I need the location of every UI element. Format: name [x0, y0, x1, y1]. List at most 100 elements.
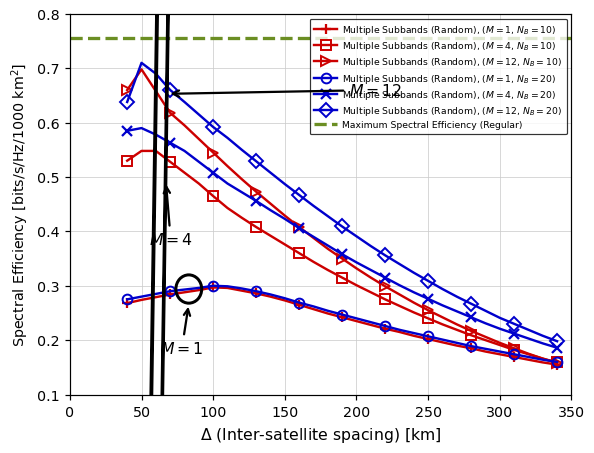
- Multiple Subbands (Random), ($M = 4$, $N_B = 10$): [396, 304, 403, 309]
- Multiple Subbands (Random), ($M = 12$, $N_B = 20$): [181, 100, 188, 105]
- Multiple Subbands (Random), ($M = 4$, $N_B = 20$): [554, 345, 561, 351]
- Multiple Subbands (Random), ($M = 1$, $N_B = 10$): [482, 349, 489, 354]
- Multiple Subbands (Random), ($M = 4$, $N_B = 10$): [425, 316, 432, 321]
- Text: $M = 1$: $M = 1$: [160, 309, 204, 357]
- Multiple Subbands (Random), ($M = 12$, $N_B = 20$): [166, 88, 173, 93]
- Maximum Spectral Efficiency (Regular): [68, 36, 75, 42]
- Multiple Subbands (Random), ($M = 4$, $N_B = 20$): [410, 290, 418, 295]
- Multiple Subbands (Random), ($M = 1$, $N_B = 20$): [339, 312, 346, 318]
- Multiple Subbands (Random), ($M = 1$, $N_B = 20$): [539, 357, 546, 362]
- Multiple Subbands (Random), ($M = 4$, $N_B = 20$): [396, 283, 403, 288]
- Multiple Subbands (Random), ($M = 1$, $N_B = 10$): [554, 362, 561, 367]
- Maximum Spectral Efficiency (Regular): [67, 36, 74, 42]
- Multiple Subbands (Random), ($M = 12$, $N_B = 10$): [195, 137, 203, 142]
- Multiple Subbands (Random), ($M = 4$, $N_B = 10$): [539, 356, 546, 361]
- Multiple Subbands (Random), ($M = 12$, $N_B = 10$): [410, 300, 418, 305]
- Multiple Subbands (Random), ($M = 1$, $N_B = 20$): [238, 286, 245, 291]
- Multiple Subbands (Random), ($M = 1$, $N_B = 20$): [367, 320, 374, 325]
- Multiple Subbands (Random), ($M = 4$, $N_B = 10$): [210, 194, 217, 199]
- Multiple Subbands (Random), ($M = 1$, $N_B = 10$): [152, 294, 159, 300]
- Multiple Subbands (Random), ($M = 1$, $N_B = 20$): [511, 352, 518, 357]
- Multiple Subbands (Random), ($M = 1$, $N_B = 20$): [252, 289, 260, 294]
- Multiple Subbands (Random), ($M = 4$, $N_B = 20$): [425, 296, 432, 302]
- Multiple Subbands (Random), ($M = 4$, $N_B = 20$): [353, 260, 360, 265]
- Multiple Subbands (Random), ($M = 4$, $N_B = 10$): [554, 360, 561, 365]
- Multiple Subbands (Random), ($M = 1$, $N_B = 20$): [425, 334, 432, 339]
- Multiple Subbands (Random), ($M = 1$, $N_B = 20$): [138, 294, 145, 299]
- Multiple Subbands (Random), ($M = 4$, $N_B = 20$): [181, 149, 188, 154]
- Multiple Subbands (Random), ($M = 1$, $N_B = 10$): [296, 302, 303, 308]
- Multiple Subbands (Random), ($M = 4$, $N_B = 10$): [339, 275, 346, 280]
- Multiple Subbands (Random), ($M = 4$, $N_B = 20$): [166, 140, 173, 146]
- Multiple Subbands (Random), ($M = 1$, $N_B = 20$): [210, 283, 217, 289]
- Multiple Subbands (Random), ($M = 1$, $N_B = 20$): [195, 285, 203, 291]
- Multiple Subbands (Random), ($M = 1$, $N_B = 20$): [453, 340, 460, 346]
- Multiple Subbands (Random), ($M = 12$, $N_B = 20$): [310, 203, 317, 209]
- Multiple Subbands (Random), ($M = 12$, $N_B = 20$): [224, 135, 231, 141]
- Multiple Subbands (Random), ($M = 1$, $N_B = 10$): [425, 337, 432, 342]
- Multiple Subbands (Random), ($M = 12$, $N_B = 10$): [324, 246, 331, 252]
- Multiple Subbands (Random), ($M = 1$, $N_B = 20$): [267, 292, 274, 297]
- Multiple Subbands (Random), ($M = 1$, $N_B = 10$): [439, 340, 446, 345]
- Multiple Subbands (Random), ($M = 12$, $N_B = 20$): [367, 244, 374, 249]
- Multiple Subbands (Random), ($M = 4$, $N_B = 20$): [281, 217, 288, 222]
- Multiple Subbands (Random), ($M = 1$, $N_B = 10$): [310, 307, 317, 312]
- Multiple Subbands (Random), ($M = 1$, $N_B = 10$): [453, 343, 460, 348]
- Multiple Subbands (Random), ($M = 12$, $N_B = 20$): [138, 61, 145, 66]
- Multiple Subbands (Random), ($M = 4$, $N_B = 10$): [224, 206, 231, 211]
- Multiple Subbands (Random), ($M = 4$, $N_B = 20$): [496, 326, 503, 332]
- Multiple Subbands (Random), ($M = 4$, $N_B = 10$): [124, 159, 131, 164]
- Multiple Subbands (Random), ($M = 4$, $N_B = 10$): [324, 268, 331, 273]
- Multiple Subbands (Random), ($M = 12$, $N_B = 20$): [482, 308, 489, 313]
- Multiple Subbands (Random), ($M = 12$, $N_B = 10$): [482, 334, 489, 340]
- Multiple Subbands (Random), ($M = 4$, $N_B = 10$): [496, 342, 503, 348]
- Multiple Subbands (Random), ($M = 12$, $N_B = 10$): [525, 351, 532, 357]
- Multiple Subbands (Random), ($M = 4$, $N_B = 10$): [381, 297, 388, 302]
- Multiple Subbands (Random), ($M = 4$, $N_B = 10$): [367, 290, 374, 295]
- Multiple Subbands (Random), ($M = 1$, $N_B = 20$): [467, 343, 475, 349]
- Multiple Subbands (Random), ($M = 1$, $N_B = 20$): [281, 296, 288, 301]
- Multiple Subbands (Random), ($M = 12$, $N_B = 20$): [453, 294, 460, 299]
- Multiple Subbands (Random), ($M = 12$, $N_B = 10$): [339, 256, 346, 261]
- Multiple Subbands (Random), ($M = 12$, $N_B = 20$): [238, 148, 245, 153]
- Multiple Subbands (Random), ($M = 1$, $N_B = 20$): [410, 331, 418, 336]
- Multiple Subbands (Random), ($M = 4$, $N_B = 20$): [310, 234, 317, 240]
- Multiple Subbands (Random), ($M = 12$, $N_B = 10$): [124, 88, 131, 93]
- Multiple Subbands (Random), ($M = 12$, $N_B = 20$): [439, 286, 446, 292]
- Multiple Subbands (Random), ($M = 1$, $N_B = 20$): [124, 297, 131, 302]
- Line: Multiple Subbands (Random), ($M = 12$, $N_B = 20$): Multiple Subbands (Random), ($M = 12$, $…: [122, 58, 562, 346]
- Multiple Subbands (Random), ($M = 12$, $N_B = 20$): [554, 339, 561, 344]
- Multiple Subbands (Random), ($M = 4$, $N_B = 20$): [138, 126, 145, 131]
- Text: $M = 4$: $M = 4$: [148, 187, 192, 248]
- Multiple Subbands (Random), ($M = 4$, $N_B = 10$): [467, 333, 475, 338]
- Multiple Subbands (Random), ($M = 4$, $N_B = 10$): [166, 159, 173, 165]
- Multiple Subbands (Random), ($M = 12$, $N_B = 10$): [166, 111, 173, 116]
- Multiple Subbands (Random), ($M = 4$, $N_B = 20$): [195, 159, 203, 165]
- Multiple Subbands (Random), ($M = 12$, $N_B = 10$): [238, 177, 245, 182]
- Multiple Subbands (Random), ($M = 4$, $N_B = 20$): [439, 303, 446, 308]
- Multiple Subbands (Random), ($M = 4$, $N_B = 10$): [152, 149, 159, 154]
- Multiple Subbands (Random), ($M = 12$, $N_B = 10$): [554, 361, 561, 366]
- Multiple Subbands (Random), ($M = 1$, $N_B = 10$): [195, 288, 203, 293]
- Multiple Subbands (Random), ($M = 1$, $N_B = 10$): [324, 311, 331, 316]
- Multiple Subbands (Random), ($M = 1$, $N_B = 10$): [210, 285, 217, 290]
- Multiple Subbands (Random), ($M = 4$, $N_B = 20$): [224, 181, 231, 187]
- Multiple Subbands (Random), ($M = 12$, $N_B = 20$): [396, 261, 403, 267]
- Line: Multiple Subbands (Random), ($M = 4$, $N_B = 20$): Multiple Subbands (Random), ($M = 4$, $N…: [122, 124, 562, 353]
- Multiple Subbands (Random), ($M = 12$, $N_B = 10$): [310, 236, 317, 241]
- Multiple Subbands (Random), ($M = 4$, $N_B = 10$): [195, 181, 203, 187]
- Multiple Subbands (Random), ($M = 12$, $N_B = 10$): [425, 308, 432, 313]
- Multiple Subbands (Random), ($M = 1$, $N_B = 20$): [310, 304, 317, 309]
- Multiple Subbands (Random), ($M = 12$, $N_B = 10$): [267, 201, 274, 207]
- Multiple Subbands (Random), ($M = 12$, $N_B = 20$): [281, 182, 288, 187]
- Y-axis label: Spectral Efficiency [bits/s/Hz/1000 km$^2$]: Spectral Efficiency [bits/s/Hz/1000 km$^…: [9, 63, 31, 347]
- Multiple Subbands (Random), ($M = 12$, $N_B = 10$): [367, 275, 374, 280]
- Multiple Subbands (Random), ($M = 4$, $N_B = 20$): [267, 208, 274, 213]
- Multiple Subbands (Random), ($M = 4$, $N_B = 20$): [252, 198, 260, 204]
- Multiple Subbands (Random), ($M = 4$, $N_B = 20$): [453, 309, 460, 314]
- Multiple Subbands (Random), ($M = 4$, $N_B = 20$): [152, 132, 159, 138]
- Multiple Subbands (Random), ($M = 1$, $N_B = 20$): [525, 354, 532, 360]
- Multiple Subbands (Random), ($M = 1$, $N_B = 20$): [166, 289, 173, 294]
- Multiple Subbands (Random), ($M = 12$, $N_B = 10$): [439, 315, 446, 320]
- Multiple Subbands (Random), ($M = 1$, $N_B = 10$): [281, 298, 288, 304]
